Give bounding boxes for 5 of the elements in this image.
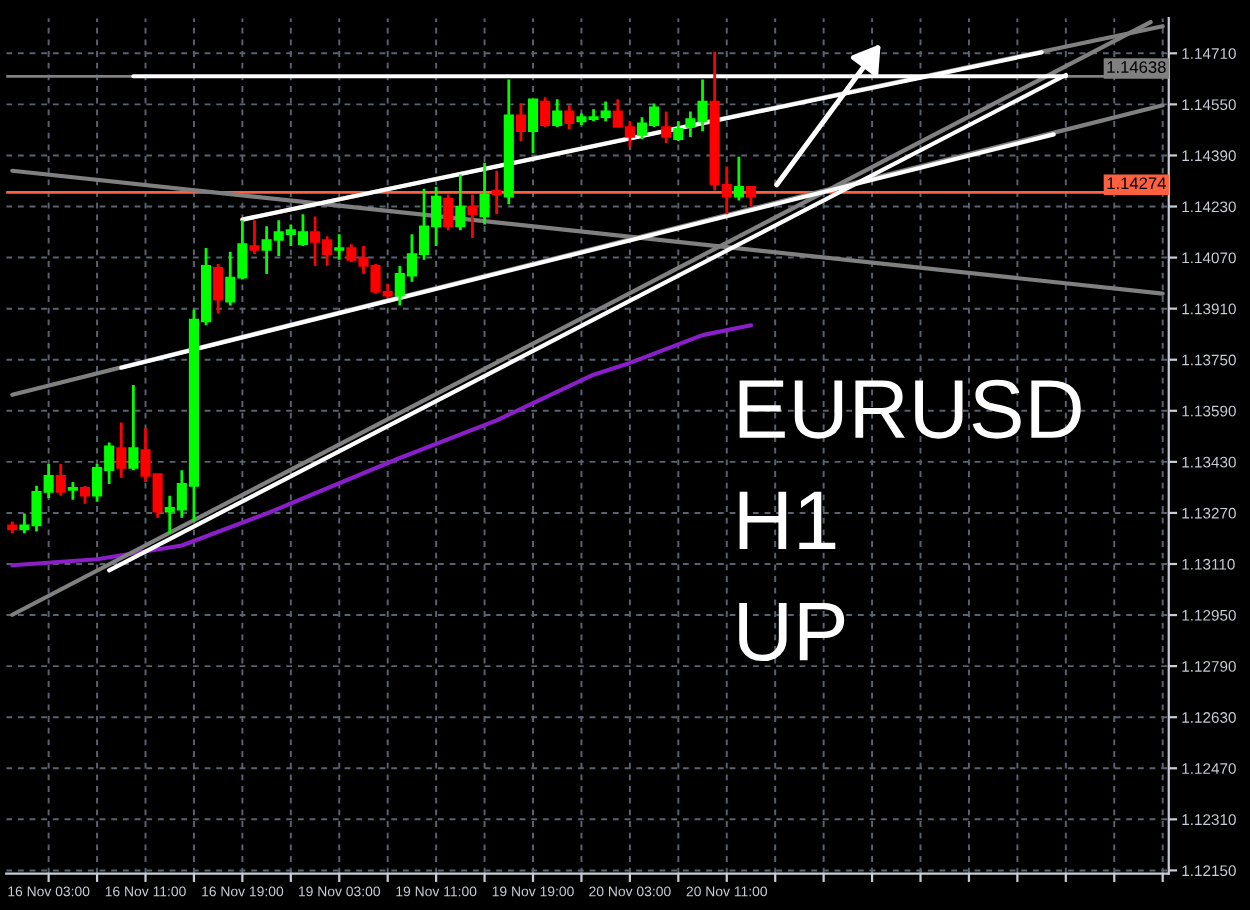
annotation: H1 <box>739 491 836 550</box>
annotation: UP <box>739 602 845 662</box>
ref-line-label: 1.14274 <box>1107 177 1166 190</box>
annotation: EURUSD <box>739 379 1081 439</box>
ref-line-label: 1.14638 <box>1107 61 1166 73</box>
